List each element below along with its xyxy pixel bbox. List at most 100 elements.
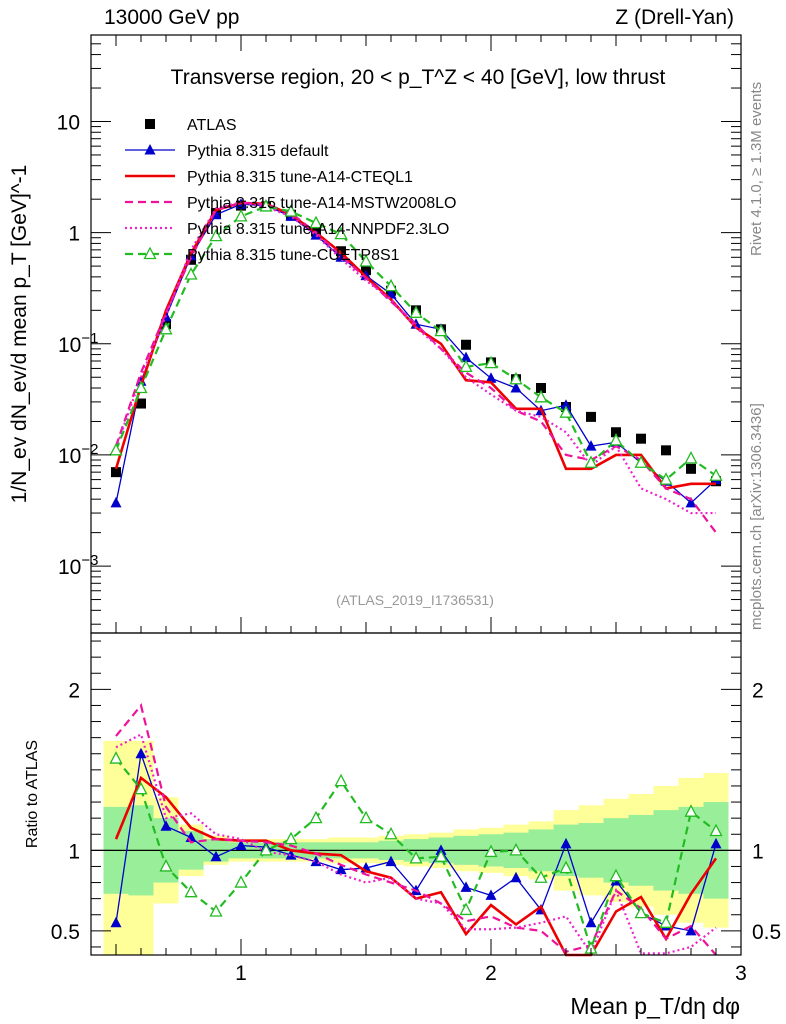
legend-entry-default: Pythia 8.315 default [125, 143, 329, 160]
data-point-atlas [686, 463, 696, 474]
x-tick-label: 2 [485, 962, 497, 985]
legend-label-cuetp8s1: Pythia 8.315 tune-CUETP8S1 [187, 247, 400, 264]
legend-entry-atlas: ATLAS [145, 117, 237, 134]
data-point-default [360, 269, 372, 281]
legend-entry-mstw: Pythia 8.315 tune-A14-MSTW2008LO [125, 195, 456, 212]
ratio-point-cuetp8s1 [284, 831, 298, 845]
ratio-point-default [460, 881, 472, 892]
legend-label-atlas: ATLAS [187, 117, 237, 134]
series-cuetp8s1 [109, 199, 723, 485]
ratio-point-cuetp8s1 [109, 751, 123, 764]
ratio-point-cuetp8s1 [659, 915, 673, 928]
ratio-point-default [560, 837, 572, 849]
series-line-nnpdf [114, 201, 716, 515]
y-axis-label: 1/N_ev dN_ev/d mean p_T [GeV]^-1 [8, 165, 31, 504]
data-point-cuetp8s1 [609, 433, 623, 446]
data-point-cuetp8s1 [434, 323, 448, 337]
data-point-cuetp8s1 [184, 267, 198, 280]
data-point-cuetp8s1 [359, 254, 373, 267]
ratio-tick-label: 1 [68, 840, 80, 863]
ratio-point-cuetp8s1 [209, 904, 223, 917]
legend: ATLAS Pythia 8.315 default Pythia 8.315 tu… [125, 117, 456, 264]
ratio-line-nnpdf [115, 732, 717, 956]
ratio-axis-label: Ratio to ATLAS [24, 740, 41, 848]
legend-label-default: Pythia 8.315 default [187, 143, 329, 160]
ratio-tick-label: 0.5 [51, 921, 80, 944]
ratio-point-cuetp8s1 [609, 868, 623, 882]
data-point-default [460, 351, 472, 363]
ratio-point-cuetp8s1 [259, 842, 273, 856]
ratio-point-default [710, 837, 722, 849]
ratio-point-cuetp8s1 [559, 860, 573, 874]
ratio-point-default [335, 863, 347, 875]
ratio-point-cuetp8s1 [709, 823, 723, 837]
ratio-point-default [110, 916, 122, 928]
x-tick-label: 3 [735, 962, 747, 985]
ratio-point-cuetp8s1 [359, 810, 373, 824]
axis-tick-labels: 1 2 3 10−3 10−2 10−1 1 10 0.5 0.5 1 1 2 2 [51, 111, 781, 985]
data-point-default [560, 399, 572, 410]
x-axis-label: Mean p_T/dη dφ [570, 993, 740, 1019]
legend-marker-cuetp8s1 [143, 246, 157, 260]
data-point-cuetp8s1 [334, 226, 348, 240]
data-point-atlas [136, 398, 146, 409]
ratio-panel-series [109, 703, 723, 957]
ratio-point-default [485, 889, 497, 900]
ratio-tick-label-right: 0.5 [752, 921, 781, 944]
data-point-cuetp8s1 [309, 215, 323, 229]
legend-label-nnpdf: Pythia 8.315 tune-A14-NNPDF2.3LO [187, 221, 449, 238]
y-tick-label: 10−1 [58, 330, 98, 357]
ratio-point-cuetp8s1 [234, 875, 248, 888]
ratio-point-cuetp8s1 [509, 842, 523, 856]
data-point-cuetp8s1 [509, 371, 523, 385]
data-point-cuetp8s1 [234, 208, 248, 222]
legend-entry-nnpdf: Pythia 8.315 tune-A14-NNPDF2.3LO [125, 221, 449, 238]
data-point-cuetp8s1 [659, 472, 673, 485]
ratio-point-cuetp8s1 [534, 870, 548, 883]
ratio-point-default [160, 820, 172, 831]
beam-energy-label: 13000 GeV pp [104, 6, 240, 29]
y-tick-label: 10−3 [58, 552, 98, 579]
chart-title: Transverse region, 20 < p_T^Z < 40 [GeV]… [171, 66, 666, 89]
data-point-cuetp8s1 [259, 199, 273, 212]
data-point-default [685, 496, 697, 508]
data-point-cuetp8s1 [709, 468, 723, 481]
ratio-point-cuetp8s1 [434, 849, 448, 862]
ratio-tick-label-right: 2 [752, 679, 764, 702]
ratio-point-default [285, 849, 297, 860]
data-point-cuetp8s1 [684, 451, 698, 464]
ratio-series-cuetp8s1 [109, 751, 723, 954]
ratio-point-cuetp8s1 [134, 781, 148, 795]
rivet-version-label: Rivet 4.1.0, ≥ 1.3M events [748, 81, 765, 256]
data-point-default [310, 229, 322, 240]
ratio-point-default [235, 839, 247, 851]
ratio-point-cuetp8s1 [459, 902, 473, 916]
data-point-cuetp8s1 [284, 204, 298, 217]
data-point-cuetp8s1 [534, 389, 548, 403]
ratio-point-cuetp8s1 [384, 826, 398, 840]
ratio-point-cuetp8s1 [684, 804, 698, 817]
data-point-cuetp8s1 [409, 305, 423, 318]
data-point-cuetp8s1 [459, 359, 473, 373]
ratio-point-cuetp8s1 [184, 884, 198, 898]
series-nnpdf [114, 201, 716, 515]
data-point-cuetp8s1 [559, 405, 573, 418]
ratio-point-default [510, 871, 522, 883]
data-point-default [585, 440, 597, 451]
data-point-cuetp8s1 [159, 321, 173, 335]
data-point-default [510, 382, 522, 393]
axis-ticks [91, 34, 742, 955]
data-point-cuetp8s1 [634, 455, 648, 468]
data-point-cuetp8s1 [384, 278, 398, 292]
data-point-cuetp8s1 [209, 228, 223, 242]
data-point-default [485, 372, 497, 383]
ratio-point-cuetp8s1 [159, 859, 173, 872]
data-point-atlas [611, 427, 621, 438]
y-tick-label: 10 [57, 111, 80, 134]
legend-label-cteql1: Pythia 8.315 tune-A14-CTEQL1 [187, 169, 413, 186]
ratio-point-default [685, 924, 697, 936]
ratio-tick-label: 2 [68, 679, 80, 702]
ratio-point-cuetp8s1 [634, 905, 648, 919]
ratio-point-default [210, 850, 222, 862]
x-tick-label: 1 [235, 962, 247, 985]
